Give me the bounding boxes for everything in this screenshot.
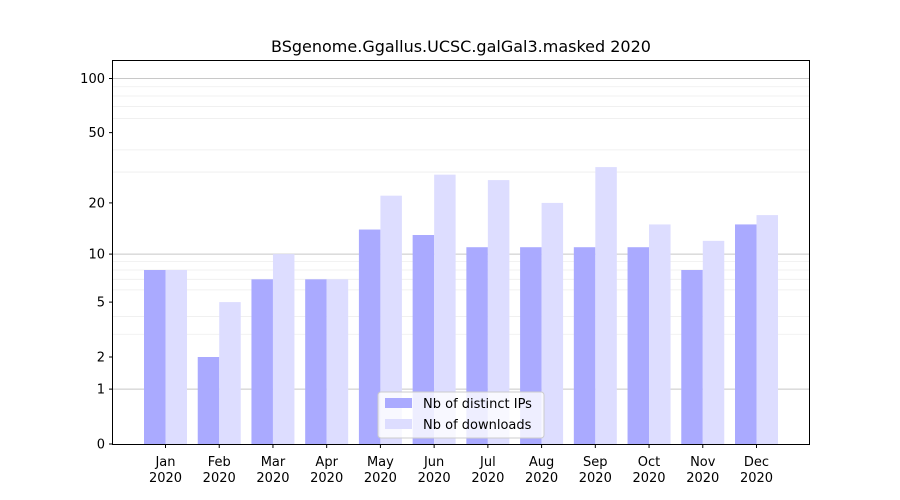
bar-nb-of-distinct-ips-apr — [305, 279, 327, 444]
x-tick-label-month: Sep — [583, 455, 608, 470]
x-tick-label-month: Jul — [479, 455, 496, 470]
legend-box — [377, 391, 545, 439]
bar-nb-of-distinct-ips-sep — [573, 247, 596, 444]
bar-nb-of-downloads-jun — [434, 174, 456, 444]
x-tick-label-month: Oct — [638, 455, 660, 470]
x-tick-label-month: Aug — [529, 455, 554, 470]
x-tick-label-month: Nov — [690, 455, 716, 470]
y-tick-label: 0 — [97, 438, 105, 453]
bar-nb-of-downloads-mar — [272, 254, 295, 444]
bar-nb-of-distinct-ips-jan — [144, 269, 166, 444]
bar-nb-of-downloads-feb — [219, 302, 241, 444]
bar-nb-of-distinct-ips-may — [358, 229, 381, 444]
x-tick-label-month: Dec — [744, 455, 769, 470]
x-tick-label-month: May — [367, 455, 394, 470]
y-tick-label: 10 — [88, 248, 105, 263]
bar-nb-of-downloads-may — [380, 195, 402, 444]
x-tick-label-year: 2020 — [632, 471, 665, 486]
x-tick-label-year: 2020 — [256, 471, 289, 486]
axis-layer: 0125102050100Jan2020Feb2020Mar2020Apr202… — [80, 72, 773, 486]
bar-nb-of-downloads-aug — [541, 202, 564, 444]
legend: Nb of distinct IPs Nb of downloads — [377, 391, 545, 439]
bar-nb-of-downloads-apr — [326, 279, 349, 444]
x-tick-label-year: 2020 — [686, 471, 719, 486]
chart-title: BSgenome.Ggallus.UCSC.galGal3.masked 202… — [271, 37, 651, 56]
x-tick-label-month: Apr — [315, 455, 338, 470]
bar-nb-of-distinct-ips-feb — [197, 356, 220, 444]
plot-frame — [112, 60, 810, 445]
bar-nb-of-downloads-jan — [165, 269, 187, 444]
y-tick-label: 20 — [88, 196, 105, 211]
x-tick-label-month: Mar — [261, 455, 286, 470]
x-tick-label-year: 2020 — [418, 471, 451, 486]
y-tick-label: 100 — [80, 72, 105, 87]
x-tick-label-year: 2020 — [471, 471, 504, 486]
legend-label: Nb of downloads — [423, 418, 532, 433]
x-tick-label-month: Jun — [423, 455, 444, 470]
bar-nb-of-distinct-ips-oct — [627, 247, 650, 444]
x-tick-label-year: 2020 — [525, 471, 558, 486]
y-tick-label: 5 — [97, 296, 105, 311]
bar-nb-of-distinct-ips-nov — [681, 269, 703, 444]
x-tick-label-month: Jan — [154, 455, 175, 470]
bar-nb-of-downloads-jul — [487, 180, 510, 445]
legend-swatch — [385, 419, 412, 429]
bar-nb-of-downloads-sep — [595, 167, 617, 445]
x-tick-label-year: 2020 — [310, 471, 343, 486]
legend-label: Nb of distinct IPs — [423, 397, 532, 412]
x-tick-label-month: Feb — [208, 455, 231, 470]
y-tick-label: 2 — [97, 350, 105, 365]
legend-swatch — [385, 398, 412, 408]
bar-nb-of-downloads-oct — [649, 224, 671, 444]
x-tick-label-year: 2020 — [364, 471, 397, 486]
x-tick-label-year: 2020 — [579, 471, 612, 486]
bar-nb-of-distinct-ips-mar — [251, 279, 273, 444]
x-tick-label-year: 2020 — [203, 471, 236, 486]
x-tick-label-year: 2020 — [740, 471, 773, 486]
bar-nb-of-downloads-nov — [702, 240, 725, 444]
y-tick-label: 50 — [88, 126, 105, 141]
bar-nb-of-distinct-ips-dec — [735, 224, 757, 444]
bar-nb-of-downloads-dec — [756, 215, 778, 444]
x-tick-label-year: 2020 — [149, 471, 182, 486]
y-tick-label: 1 — [97, 383, 105, 398]
